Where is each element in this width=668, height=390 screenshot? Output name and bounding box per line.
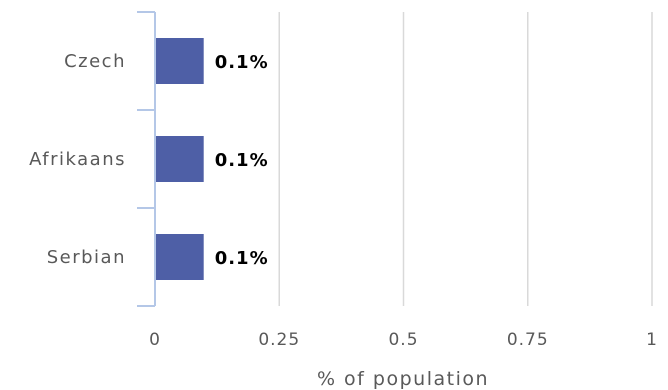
x-tick-label: 0.5: [388, 330, 418, 350]
data-label: 0.1%: [215, 52, 269, 73]
category-label: Czech: [64, 51, 126, 72]
category-label: Serbian: [47, 247, 126, 268]
bar: [156, 234, 204, 280]
x-tick-label: 0.75: [507, 330, 549, 350]
axes: [137, 11, 156, 307]
data-labels: 0.1% 0.1% 0.1%: [215, 52, 269, 269]
gridlines: [278, 12, 653, 306]
x-tick-label: 1: [646, 330, 658, 350]
category-labels: Czech Afrikaans Serbian: [29, 51, 126, 268]
bar: [156, 38, 204, 84]
category-label: Afrikaans: [29, 149, 126, 170]
x-tick-label: 0.25: [258, 330, 300, 350]
data-label: 0.1%: [215, 248, 269, 269]
x-axis-title: % of population: [317, 368, 489, 390]
bar: [156, 136, 204, 182]
x-tick-label: 0: [149, 330, 161, 350]
bars: [156, 38, 204, 280]
x-tick-labels: 0 0.25 0.5 0.75 1: [149, 330, 658, 350]
data-label: 0.1%: [215, 150, 269, 171]
